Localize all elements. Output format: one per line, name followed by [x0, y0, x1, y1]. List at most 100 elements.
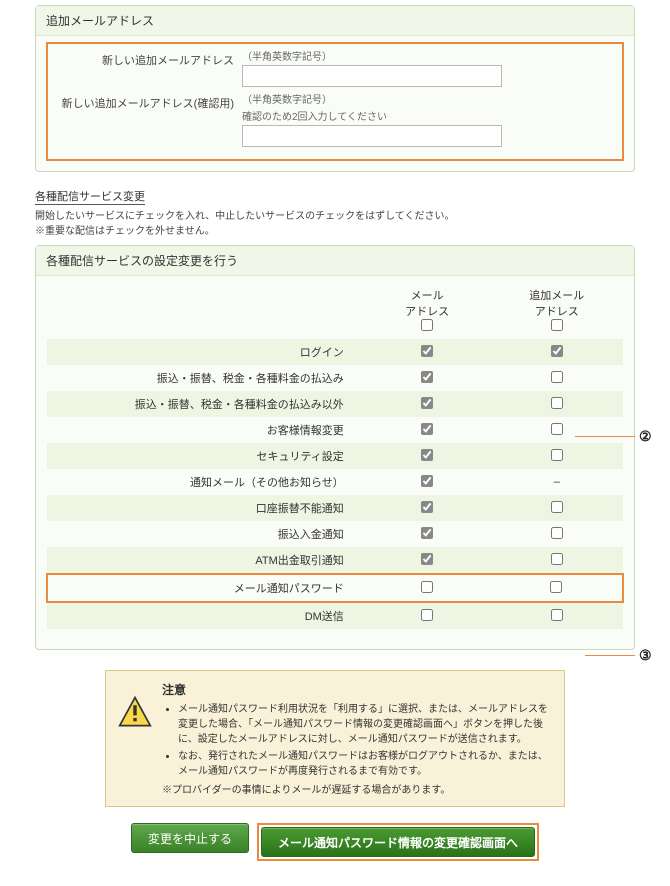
- cancel-button[interactable]: 変更を中止する: [131, 823, 249, 853]
- service-row-label: お客様情報変更: [47, 417, 364, 443]
- service-cell-addemail: [491, 443, 623, 469]
- table-row: 通知メール（その他お知らせ） –: [47, 469, 623, 495]
- service-checkbox-addemail[interactable]: [551, 609, 563, 621]
- service-cell-addemail: [491, 521, 623, 547]
- callout-2-line: [575, 436, 635, 437]
- notice-item: メール通知パスワード利用状況を「利用する」に選択、または、メールアドレスを変更し…: [178, 702, 552, 747]
- service-checkbox-email[interactable]: [421, 581, 433, 593]
- service-change-desc: 開始したいサービスにチェックを入れ、中止したいサービスのチェックをはずしてくださ…: [35, 207, 665, 222]
- notice-sub: ※プロバイダーの事情によりメールが遅延する場合があります。: [162, 781, 552, 796]
- table-row: 振込・振替、税金・各種料金の払込み: [47, 365, 623, 391]
- service-row-label: ATM出金取引通知: [47, 547, 364, 574]
- service-checkbox-addemail[interactable]: [551, 423, 563, 435]
- service-cell-email: [364, 443, 491, 469]
- service-change-note: ※重要な配信はチェックを外せません。: [35, 222, 665, 237]
- email-row-1: 新しい追加メールアドレス （半角英数字記号）: [52, 48, 618, 87]
- service-cell-addemail: [491, 365, 623, 391]
- service-row-label: 振込・振替、税金・各種料金の払込み以外: [47, 391, 364, 417]
- confirm-button[interactable]: メール通知パスワード情報の変更確認画面へ: [261, 827, 535, 857]
- email-highlight-box: 新しい追加メールアドレス （半角英数字記号） 新しい追加メールアドレス(確認用)…: [46, 42, 624, 161]
- warning-icon: [118, 695, 152, 729]
- notice-list: メール通知パスワード利用状況を「利用する」に選択、または、メールアドレスを変更し…: [162, 702, 552, 779]
- service-cell-email: [364, 339, 491, 365]
- additional-email-panel-title: 追加メールアドレス: [36, 6, 634, 36]
- service-cell-addemail: [491, 495, 623, 521]
- table-row: メール通知パスワード: [47, 574, 623, 602]
- callout-2-number: ②: [639, 428, 652, 445]
- email-row-2-label: 新しい追加メールアドレス(確認用): [52, 91, 242, 111]
- service-change-link[interactable]: 各種配信サービス変更: [35, 188, 145, 205]
- dash-indicator: –: [554, 476, 560, 488]
- email-row-2: 新しい追加メールアドレス(確認用) （半角英数字記号） 確認のため2回入力してく…: [52, 91, 618, 147]
- table-header-row: メール アドレス 追加メール アドレス: [47, 282, 623, 339]
- service-row-label: 口座振替不能通知: [47, 495, 364, 521]
- new-email-confirm-input[interactable]: [242, 125, 502, 147]
- service-cell-addemail: [491, 339, 623, 365]
- service-row-label: 振込入金通知: [47, 521, 364, 547]
- service-checkbox-addemail[interactable]: [551, 527, 563, 539]
- service-cell-email: [364, 417, 491, 443]
- email-row-1-label: 新しい追加メールアドレス: [52, 48, 242, 68]
- service-checkbox-addemail[interactable]: [551, 345, 563, 357]
- service-checkbox-addemail[interactable]: [551, 501, 563, 513]
- notice-item: なお、発行されたメール通知パスワードはお客様がログアウトされるか、または、メール…: [178, 749, 552, 779]
- service-cell-addemail: [491, 391, 623, 417]
- notice-content: 注意 メール通知パスワード利用状況を「利用する」に選択、または、メールアドレスを…: [162, 681, 552, 796]
- service-cell-email: [364, 521, 491, 547]
- col-email-master-check[interactable]: [421, 319, 433, 331]
- additional-email-panel: 追加メールアドレス 新しい追加メールアドレス （半角英数字記号） 新しい追加メー…: [35, 5, 635, 172]
- service-checkbox-addemail[interactable]: [551, 553, 563, 565]
- col-email-label: メール アドレス: [368, 287, 487, 319]
- service-checkbox-email[interactable]: [421, 527, 433, 539]
- page-wrapper: 追加メールアドレス 新しい追加メールアドレス （半角英数字記号） 新しい追加メー…: [5, 5, 665, 861]
- service-cell-addemail: [491, 574, 623, 602]
- service-cell-email: [364, 469, 491, 495]
- service-cell-email: [364, 495, 491, 521]
- service-checkbox-email[interactable]: [421, 475, 433, 487]
- service-checkbox-addemail[interactable]: [551, 371, 563, 383]
- notice-title: 注意: [162, 681, 552, 698]
- col-addemail-label: 追加メール アドレス: [495, 287, 619, 319]
- email-row-1-hint: （半角英数字記号）: [242, 48, 618, 63]
- new-email-input[interactable]: [242, 65, 502, 87]
- notice-box: 注意 メール通知パスワード利用状況を「利用する」に選択、または、メールアドレスを…: [105, 670, 565, 807]
- table-row: DM送信: [47, 602, 623, 629]
- service-cell-email: [364, 547, 491, 574]
- service-checkbox-email[interactable]: [421, 371, 433, 383]
- service-row-label: DM送信: [47, 602, 364, 629]
- service-row-label: 通知メール（その他お知らせ）: [47, 469, 364, 495]
- service-checkbox-email[interactable]: [421, 397, 433, 409]
- service-row-label: 振込・振替、税金・各種料金の払込み: [47, 365, 364, 391]
- service-checkbox-email[interactable]: [421, 609, 433, 621]
- table-row: ログイン: [47, 339, 623, 365]
- email-row-2-field: （半角英数字記号） 確認のため2回入力してください: [242, 91, 618, 147]
- table-row: セキュリティ設定: [47, 443, 623, 469]
- table-row: 口座振替不能通知: [47, 495, 623, 521]
- service-table: メール アドレス 追加メール アドレス ログイン振込・振替、税金・各種料金の払込…: [46, 282, 624, 629]
- col-addemail-master-check[interactable]: [551, 319, 563, 331]
- service-table-body: メール アドレス 追加メール アドレス ログイン振込・振替、税金・各種料金の払込…: [36, 276, 634, 639]
- service-cell-addemail: [491, 547, 623, 574]
- service-cell-addemail: [491, 417, 623, 443]
- service-table-panel: 各種配信サービスの設定変更を行う メール アドレス 追加メール アドレス: [35, 245, 635, 650]
- service-checkbox-email[interactable]: [421, 501, 433, 513]
- service-row-label: ログイン: [47, 339, 364, 365]
- service-checkbox-email[interactable]: [421, 449, 433, 461]
- button-row: 変更を中止する メール通知パスワード情報の変更確認画面へ: [5, 823, 665, 861]
- service-checkbox-email[interactable]: [421, 553, 433, 565]
- table-row: 振込・振替、税金・各種料金の払込み以外: [47, 391, 623, 417]
- additional-email-panel-body: 新しい追加メールアドレス （半角英数字記号） 新しい追加メールアドレス(確認用)…: [36, 36, 634, 171]
- service-row-label: メール通知パスワード: [47, 574, 364, 602]
- service-checkbox-addemail[interactable]: [550, 581, 562, 593]
- service-cell-email: [364, 574, 491, 602]
- callout-3-line: [585, 655, 635, 656]
- email-row-2-hint1: （半角英数字記号）: [242, 91, 618, 106]
- service-checkbox-addemail[interactable]: [551, 449, 563, 461]
- service-checkbox-email[interactable]: [421, 345, 433, 357]
- service-checkbox-email[interactable]: [421, 423, 433, 435]
- service-cell-addemail: –: [491, 469, 623, 495]
- service-cell-email: [364, 602, 491, 629]
- service-checkbox-addemail[interactable]: [551, 397, 563, 409]
- email-row-2-hint2: 確認のため2回入力してください: [242, 108, 618, 123]
- table-row: ATM出金取引通知: [47, 547, 623, 574]
